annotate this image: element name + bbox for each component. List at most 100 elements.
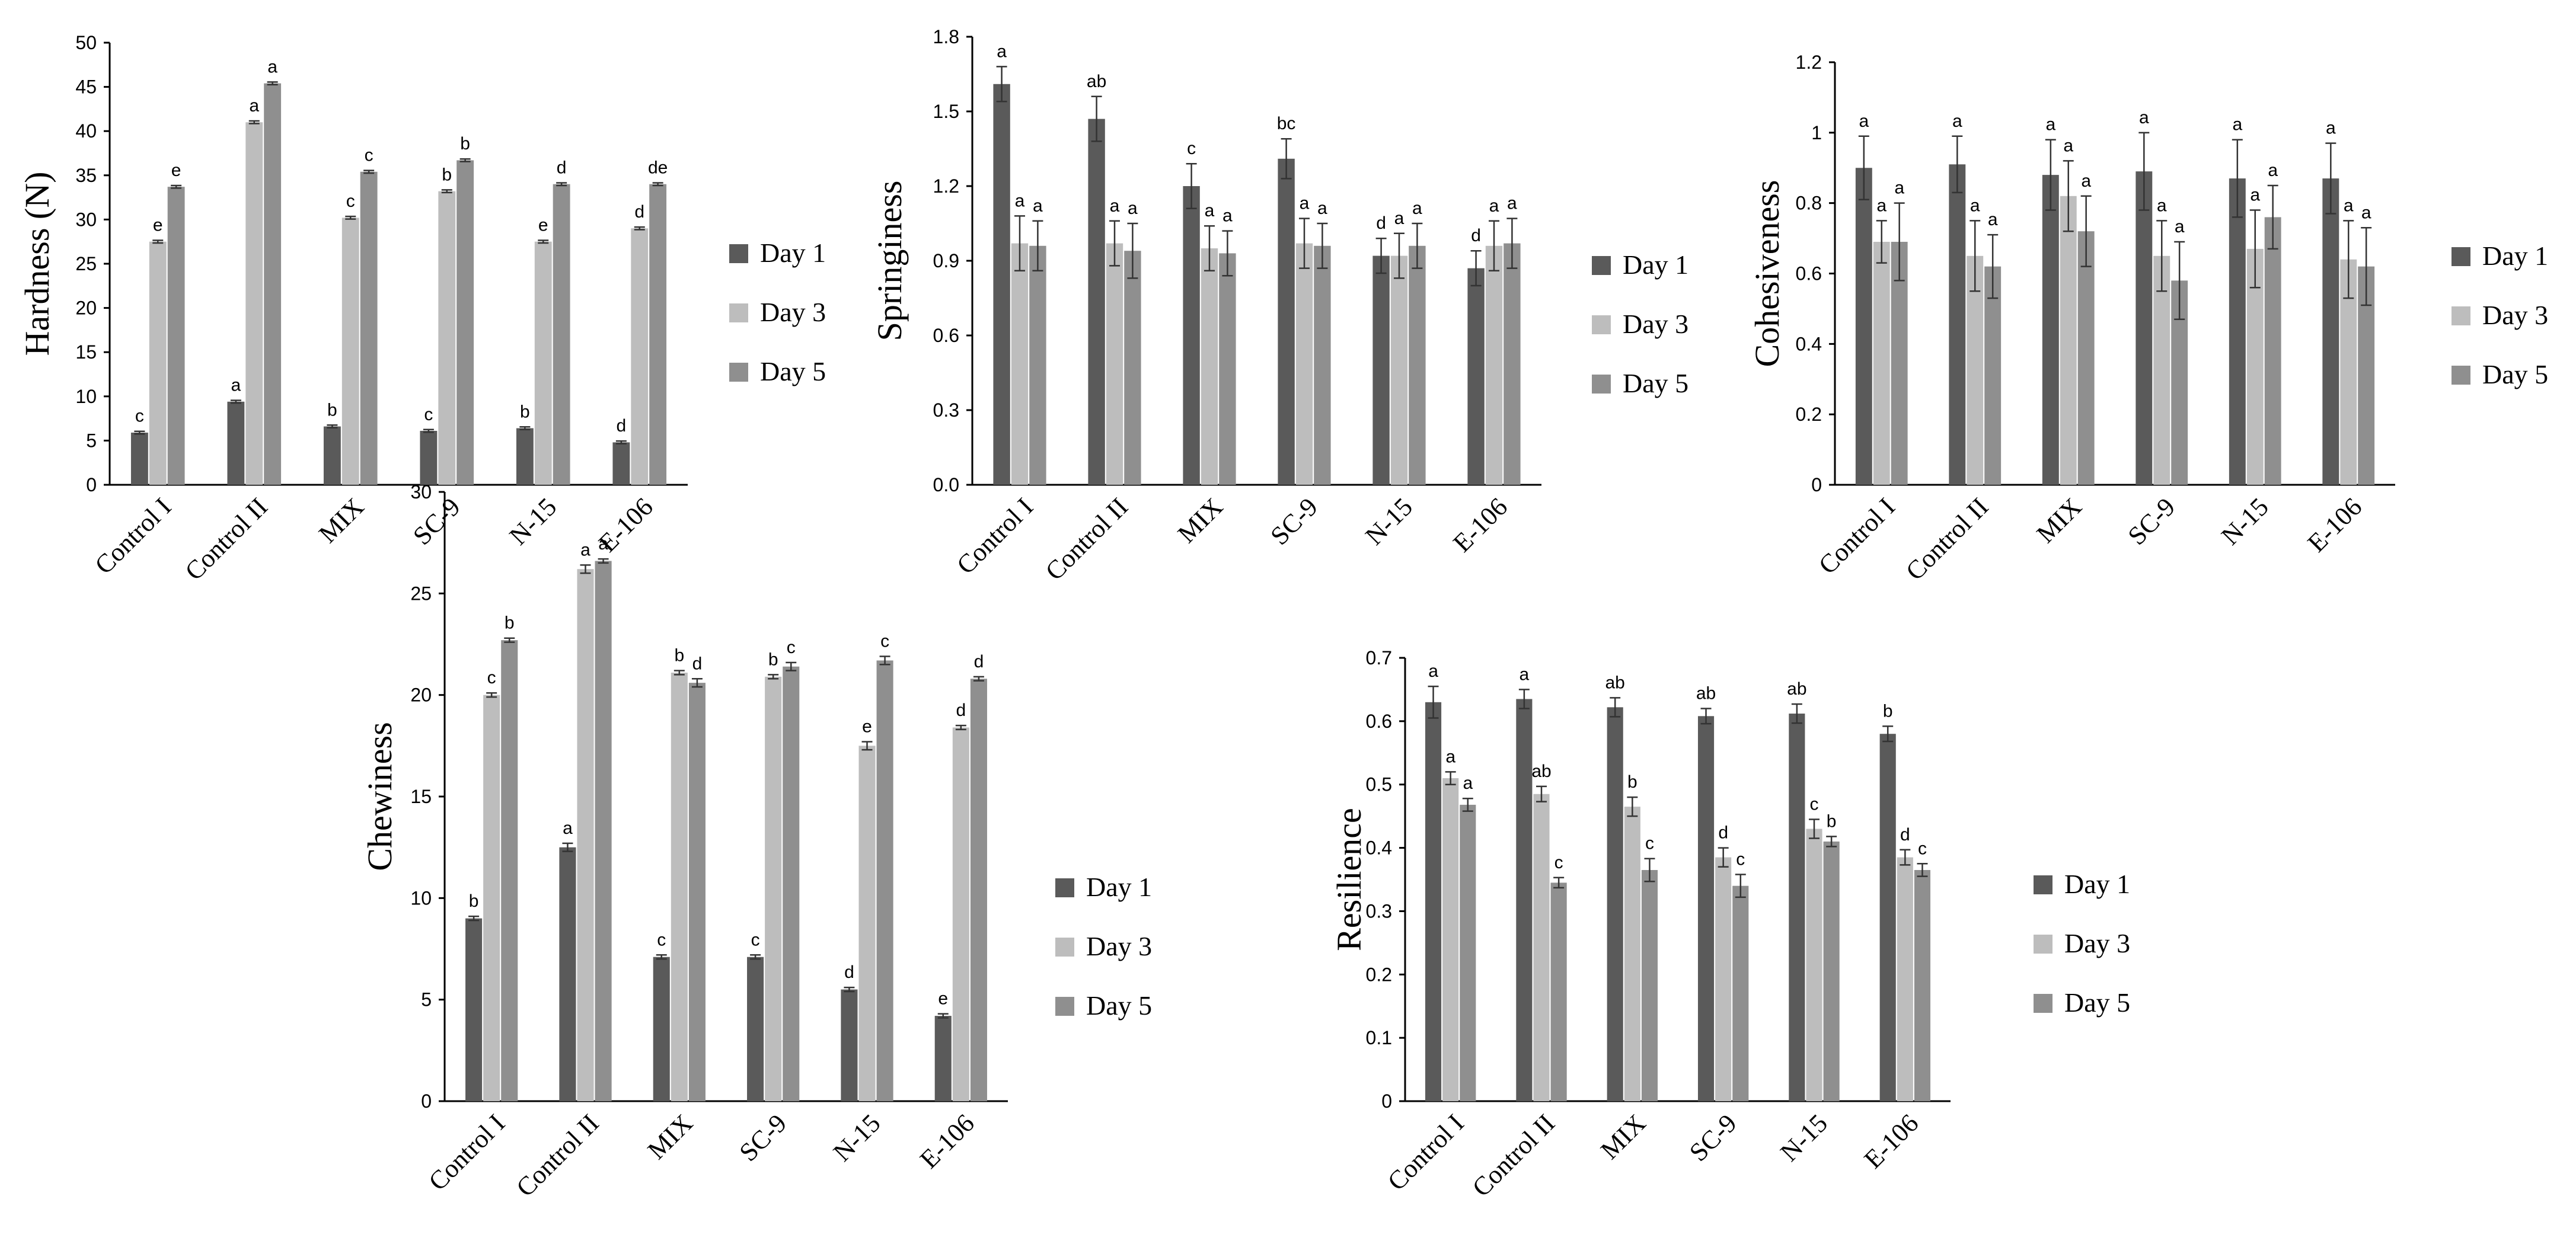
- resilience-bar: [1879, 734, 1896, 1101]
- chewiness-bar: [841, 989, 858, 1101]
- hardness-bar: [457, 160, 474, 485]
- cohesiveness-significance-label: a: [2175, 217, 2185, 236]
- resilience-legend-label: Day 3: [2064, 928, 2130, 958]
- chewiness-significance-label: a: [580, 540, 590, 559]
- cohesiveness-significance-label: a: [1859, 111, 1869, 131]
- chewiness-category-label: E-106: [914, 1108, 980, 1174]
- springiness-bar: [1029, 245, 1046, 485]
- resilience-bar: [1624, 807, 1640, 1101]
- chewiness-bar: [876, 660, 893, 1101]
- chewiness-y-tick-label: 25: [410, 583, 432, 604]
- chewiness-y-tick-label: 15: [410, 786, 432, 807]
- chewiness-bar: [577, 569, 594, 1101]
- springiness-significance-label: d: [1376, 213, 1386, 233]
- resilience-chart: Resilience00.10.20.30.40.50.60.7aaaContr…: [1330, 647, 2130, 1203]
- chewiness-bar: [952, 727, 969, 1101]
- resilience-significance-label: c: [1645, 834, 1654, 853]
- chewiness-bar: [688, 683, 706, 1101]
- cohesiveness-significance-label: a: [2081, 171, 2091, 191]
- cohesiveness-y-tick-label: 1.2: [1796, 52, 1822, 73]
- resilience-y-tick-label: 0.7: [1366, 647, 1392, 669]
- resilience-significance-label: c: [1918, 839, 1927, 858]
- chewiness-significance-label: e: [938, 989, 948, 1009]
- chewiness-bar: [747, 957, 764, 1101]
- resilience-significance-label: b: [1827, 811, 1837, 831]
- cohesiveness-significance-label: a: [1970, 196, 1980, 215]
- hardness-legend-label: Day 3: [760, 297, 826, 327]
- springiness-bar: [1409, 245, 1426, 485]
- chewiness-significance-label: b: [674, 646, 684, 666]
- hardness-legend-swatch: [729, 363, 748, 382]
- cohesiveness-category-label: E-106: [2302, 492, 2368, 558]
- cohesiveness-y-axis-label: Cohesiveness: [1748, 180, 1786, 367]
- cohesiveness-bar: [2322, 178, 2339, 485]
- cohesiveness-significance-label: a: [2045, 115, 2055, 135]
- chewiness-significance-label: c: [487, 668, 496, 687]
- cohesiveness-legend-swatch: [2451, 366, 2470, 385]
- springiness-y-axis-label: Springiness: [870, 181, 909, 341]
- cohesiveness-significance-label: a: [2063, 136, 2073, 155]
- springiness-y-tick-label: 0.3: [933, 399, 959, 421]
- hardness-bar: [167, 187, 185, 485]
- springiness-bar: [1088, 119, 1105, 485]
- springiness-significance-label: a: [1507, 194, 1517, 213]
- springiness-significance-label: a: [1317, 199, 1327, 218]
- springiness-y-tick-label: 0.0: [933, 474, 959, 495]
- chewiness-significance-label: c: [787, 638, 796, 657]
- resilience-significance-label: c: [1554, 853, 1563, 872]
- hardness-bar: [649, 184, 667, 485]
- resilience-y-tick-label: 0.4: [1366, 837, 1392, 859]
- springiness-significance-label: a: [1110, 196, 1120, 216]
- cohesiveness-y-tick-label: 0.6: [1796, 263, 1822, 284]
- springiness-legend-label: Day 1: [1623, 250, 1688, 280]
- cohesiveness-chart: Cohesiveness00.20.40.60.811.2aaaControl …: [1748, 52, 2548, 586]
- hardness-bar: [553, 184, 570, 485]
- springiness-category-label: N-15: [1359, 492, 1418, 551]
- chewiness-significance-label: a: [563, 818, 573, 838]
- springiness-significance-label: a: [1394, 209, 1404, 228]
- resilience-bar: [1533, 794, 1550, 1101]
- springiness-bar: [1124, 251, 1141, 485]
- resilience-significance-label: a: [1520, 664, 1530, 684]
- resilience-bar: [1607, 707, 1623, 1101]
- hardness-significance-label: a: [231, 376, 241, 395]
- hardness-y-tick-label: 5: [86, 430, 97, 451]
- hardness-significance-label: c: [346, 191, 355, 211]
- resilience-significance-label: c: [1736, 849, 1745, 869]
- springiness-legend-swatch: [1592, 256, 1611, 275]
- resilience-y-tick-label: 0.2: [1366, 964, 1392, 985]
- resilience-legend-label: Day 1: [2064, 869, 2130, 899]
- springiness-y-tick-label: 0.6: [933, 325, 959, 346]
- springiness-legend-label: Day 3: [1623, 309, 1688, 339]
- cohesiveness-significance-label: a: [2157, 196, 2167, 215]
- chewiness-bar: [671, 672, 688, 1101]
- cohesiveness-legend-label: Day 5: [2482, 359, 2548, 389]
- chewiness-significance-label: d: [974, 652, 984, 671]
- resilience-y-tick-label: 0.1: [1366, 1027, 1392, 1048]
- resilience-legend-swatch: [2034, 875, 2052, 894]
- cohesiveness-category-label: SC-9: [2122, 492, 2181, 551]
- chewiness-legend-swatch: [1055, 938, 1074, 957]
- hardness-significance-label: e: [538, 215, 548, 235]
- hardness-category-label: MIX: [313, 492, 369, 548]
- hardness-y-tick-label: 25: [75, 253, 97, 274]
- hardness-category-label: Control II: [180, 492, 273, 586]
- hardness-significance-label: e: [153, 215, 163, 235]
- chewiness-category-label: Control I: [423, 1108, 510, 1196]
- chewiness-y-tick-label: 0: [421, 1090, 432, 1112]
- cohesiveness-legend-label: Day 3: [2482, 300, 2548, 330]
- cohesiveness-y-tick-label: 0: [1811, 474, 1822, 495]
- resilience-y-tick-label: 0.3: [1366, 900, 1392, 922]
- hardness-significance-label: b: [460, 134, 470, 153]
- cohesiveness-significance-label: a: [2139, 108, 2149, 127]
- chewiness-bar: [934, 1016, 952, 1101]
- resilience-legend-swatch: [2034, 935, 2052, 954]
- cohesiveness-significance-label: a: [1988, 210, 1998, 229]
- hardness-bar: [130, 432, 148, 485]
- hardness-y-tick-label: 45: [75, 76, 97, 98]
- hardness-legend-swatch: [729, 244, 748, 263]
- springiness-bar: [1467, 268, 1485, 485]
- hardness-bar: [420, 430, 438, 485]
- chewiness-category-label: N-15: [828, 1108, 886, 1167]
